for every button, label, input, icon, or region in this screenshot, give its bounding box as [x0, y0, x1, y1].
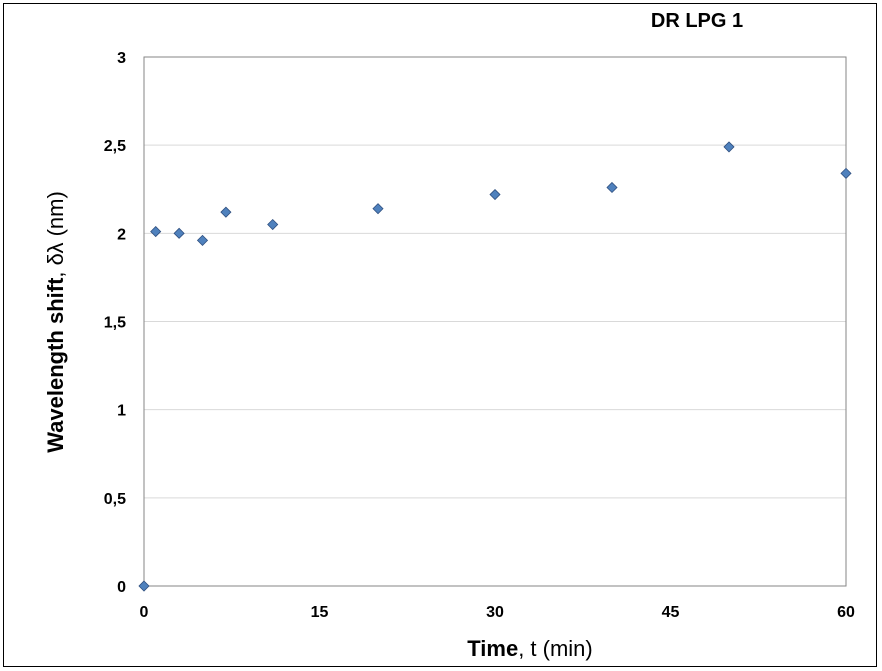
data-points — [138, 141, 852, 592]
data-point — [220, 206, 232, 218]
y-tick-labels: 0 0,5 1 1,5 2 2,5 3 — [104, 50, 126, 596]
chart-frame — [3, 3, 877, 667]
y-tick-label: 0,5 — [104, 491, 126, 508]
y-axis-label-bold: Wavelength shift — [43, 277, 68, 453]
y-tick-label: 2,5 — [104, 138, 126, 155]
data-point — [606, 181, 618, 194]
y-axis-label-rest: , δλ (nm) — [43, 191, 68, 277]
data-point — [723, 141, 735, 153]
y-tick-label: 1 — [117, 403, 126, 420]
y-tick-label: 2 — [117, 226, 126, 243]
data-point — [138, 580, 150, 592]
data-point — [267, 218, 279, 231]
x-axis-label-rest: , t (min) — [518, 636, 593, 661]
plot-area — [143, 56, 847, 587]
data-point — [173, 227, 185, 239]
y-tick-label: 3 — [117, 50, 126, 67]
data-point — [372, 203, 384, 215]
x-tick-label: 30 — [486, 604, 504, 621]
chart-title: DR LPG 1 — [651, 10, 743, 32]
x-tick-label: 0 — [140, 604, 149, 621]
data-point — [150, 226, 162, 238]
y-axis-label: Wavelength shift, δλ (nm) — [43, 191, 68, 453]
y-tick-label: 1,5 — [104, 315, 126, 332]
x-tick-label: 45 — [662, 604, 680, 621]
x-axis-label: Time, t (min) — [467, 636, 593, 661]
x-tick-label: 15 — [311, 604, 329, 621]
x-tick-labels: 0 15 30 45 60 — [140, 604, 855, 621]
data-point — [489, 188, 501, 201]
x-tick-label: 60 — [837, 604, 855, 621]
data-point — [840, 167, 852, 179]
data-point — [196, 234, 209, 246]
y-tick-label: 0 — [117, 579, 126, 596]
x-axis-label-bold: Time — [467, 636, 518, 661]
